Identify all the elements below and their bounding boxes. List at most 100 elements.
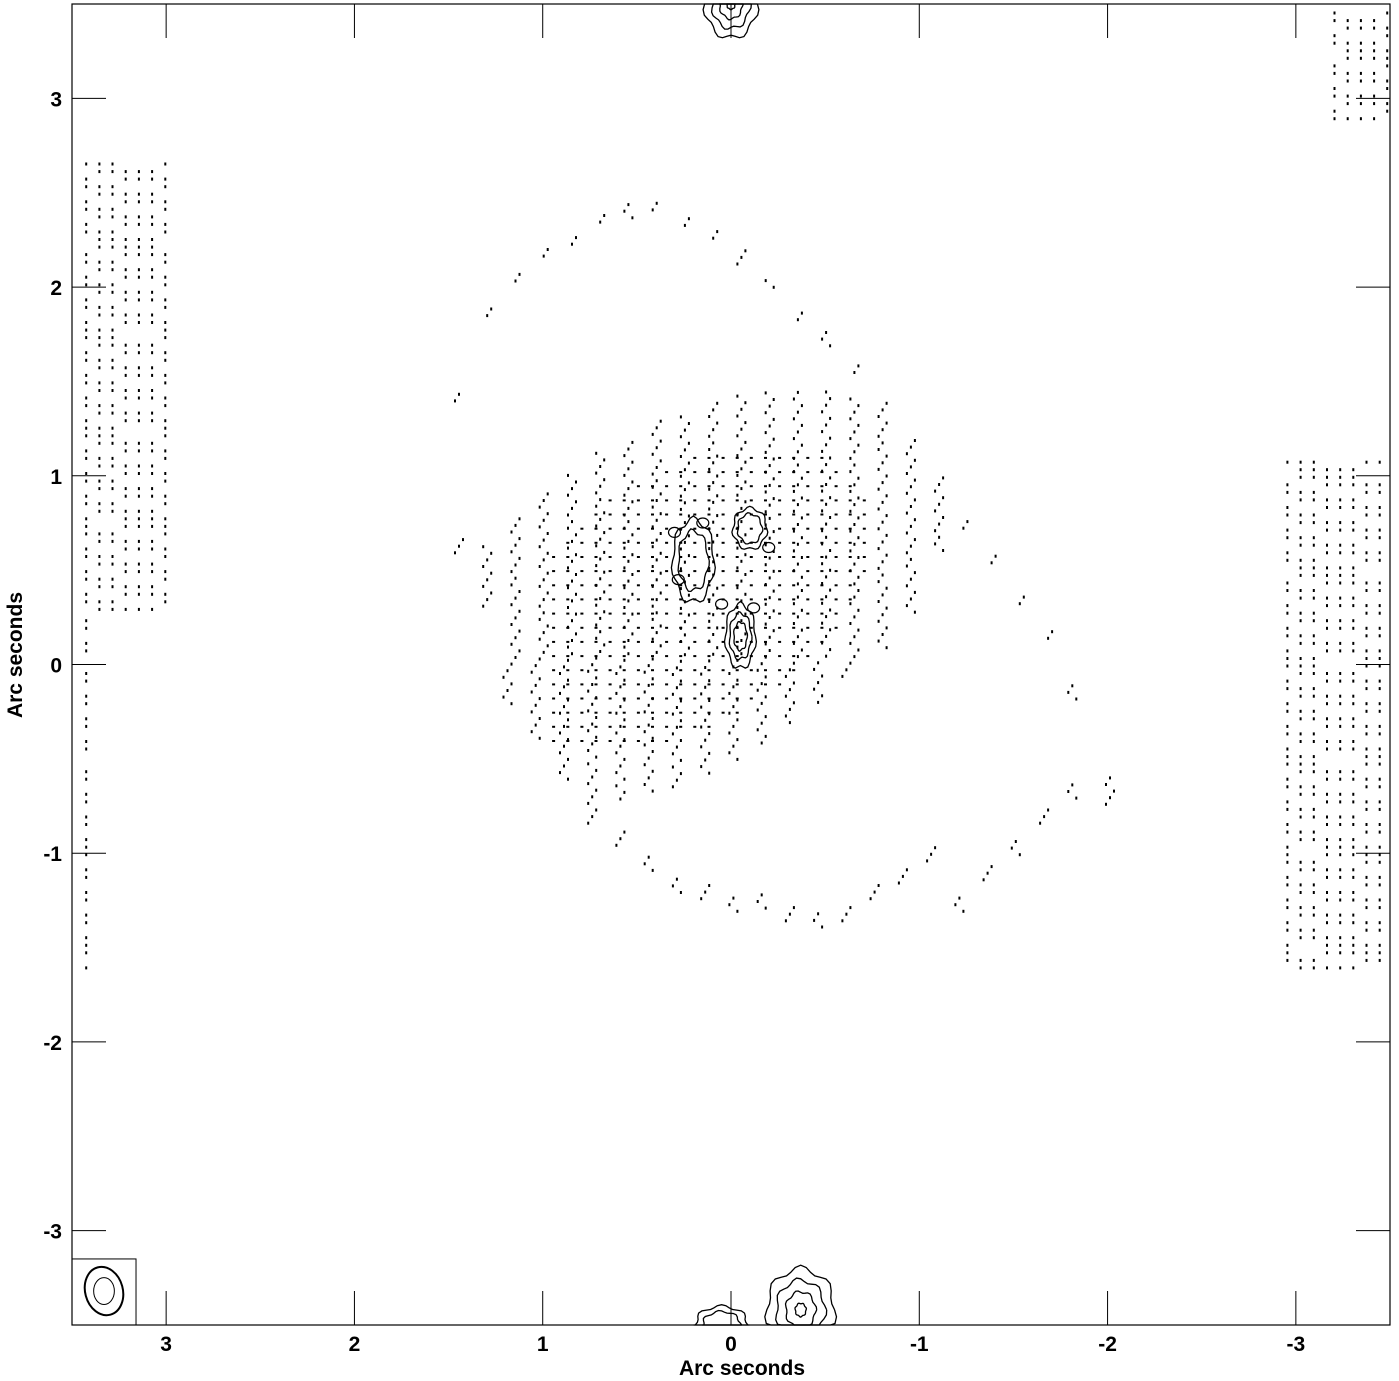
pattern-dot <box>580 669 584 672</box>
pattern-dot <box>829 568 832 572</box>
pattern-dot <box>679 471 683 474</box>
pattern-dot <box>599 597 602 601</box>
edge-pattern-dot <box>1378 762 1381 766</box>
pattern-dot <box>885 421 888 425</box>
pattern-dot <box>913 498 916 502</box>
pattern-dot <box>580 640 584 643</box>
edge-pattern-dot <box>1326 702 1328 706</box>
edge-pattern-dot <box>1326 913 1328 917</box>
edge-pattern-dot <box>1365 709 1368 713</box>
pattern-dot <box>966 520 969 524</box>
edge-pattern-dot <box>98 290 101 294</box>
pattern-dot <box>693 527 697 530</box>
pattern-dot <box>821 694 824 698</box>
edge-pattern-dot <box>1333 11 1336 15</box>
pattern-dot <box>567 645 569 649</box>
pattern-dot <box>806 598 810 601</box>
pattern-dot <box>679 758 682 762</box>
pattern-dot <box>821 601 824 605</box>
pattern-dot <box>806 655 810 658</box>
pattern-dot <box>599 465 602 468</box>
pattern-dot <box>506 689 509 692</box>
pattern-dot <box>764 513 767 516</box>
edge-pattern-dot <box>1312 694 1315 698</box>
pattern-dot <box>623 757 626 761</box>
edge-pattern-dot <box>1326 619 1328 623</box>
pattern-dot <box>744 500 747 504</box>
edge-pattern-dot <box>151 607 154 611</box>
pattern-dot <box>708 547 711 551</box>
pattern-dot <box>580 626 584 629</box>
pattern-dot <box>848 584 852 587</box>
edge-pattern-dot <box>1326 475 1328 479</box>
pattern-dot <box>778 640 782 643</box>
edge-pattern-dot <box>1365 483 1368 487</box>
edge-pattern-dot <box>164 547 167 551</box>
pattern-dot <box>704 758 707 762</box>
edge-pattern-dot <box>1339 506 1342 509</box>
edge-pattern-dot <box>1359 94 1362 98</box>
pattern-dot <box>615 711 618 715</box>
edge-pattern-dot <box>85 200 88 204</box>
pattern-dot <box>587 801 590 805</box>
edge-pattern-dot <box>1312 891 1315 894</box>
pattern-dot <box>636 669 640 672</box>
pattern-dot <box>792 602 795 606</box>
edge-pattern-dot <box>1346 71 1349 75</box>
pattern-dot <box>567 698 569 702</box>
edge-pattern-dot <box>1352 823 1355 826</box>
edge-pattern-dot <box>1326 543 1328 547</box>
pattern-dot <box>693 669 697 672</box>
edge-pattern-dot <box>1286 709 1289 713</box>
pattern-dot <box>885 553 888 557</box>
edge-pattern-dot <box>1339 604 1342 608</box>
edge-pattern-dot <box>1378 747 1381 751</box>
pattern-dot <box>665 541 669 544</box>
pattern-dot <box>599 537 602 541</box>
pattern-dot <box>594 725 598 728</box>
edge-pattern-dot <box>98 230 101 234</box>
edge-pattern-dot <box>1286 657 1289 660</box>
pattern-dot <box>849 641 852 645</box>
pattern-dot <box>671 884 674 888</box>
pattern-dot <box>679 415 682 419</box>
pattern-dot <box>820 570 824 573</box>
edge-pattern-dot <box>1365 649 1368 653</box>
pattern-dot <box>514 563 517 567</box>
pattern-dot <box>490 571 493 575</box>
edge-pattern-dot <box>1352 528 1355 532</box>
contour-line <box>677 528 710 593</box>
pattern-dot <box>744 460 747 464</box>
pattern-dot <box>700 672 703 676</box>
pattern-dot <box>655 538 658 542</box>
pattern-dot <box>693 499 697 502</box>
pattern-dot <box>627 447 630 451</box>
pattern-dot <box>829 516 832 519</box>
pattern-dot <box>552 669 556 672</box>
pattern-dot <box>619 837 622 841</box>
edge-pattern-dot <box>137 419 140 423</box>
pattern-dot <box>679 474 682 478</box>
pattern-dot <box>926 859 929 863</box>
pattern-dot <box>683 223 686 227</box>
edge-pattern-dot <box>137 366 140 370</box>
pattern-dot <box>821 542 824 546</box>
edge-pattern-dot <box>1359 102 1362 106</box>
pattern-dot <box>707 725 711 728</box>
pattern-dot <box>651 505 654 509</box>
pattern-dot <box>636 711 640 714</box>
edge-pattern-dot <box>1286 604 1289 608</box>
pattern-dot <box>806 541 810 544</box>
edge-pattern-dot <box>164 494 167 498</box>
pattern-dot <box>651 669 654 672</box>
pattern-dot <box>707 570 711 573</box>
edge-pattern-dot <box>1352 747 1355 751</box>
pattern-dot <box>559 751 561 755</box>
pattern-dot <box>679 598 683 601</box>
edge-pattern-dot <box>164 434 167 438</box>
edge-pattern-dot <box>1312 883 1315 887</box>
pattern-dot <box>636 598 640 601</box>
pattern-dot <box>679 556 683 558</box>
edge-pattern-dot <box>1365 845 1368 849</box>
pattern-dot <box>563 685 565 689</box>
